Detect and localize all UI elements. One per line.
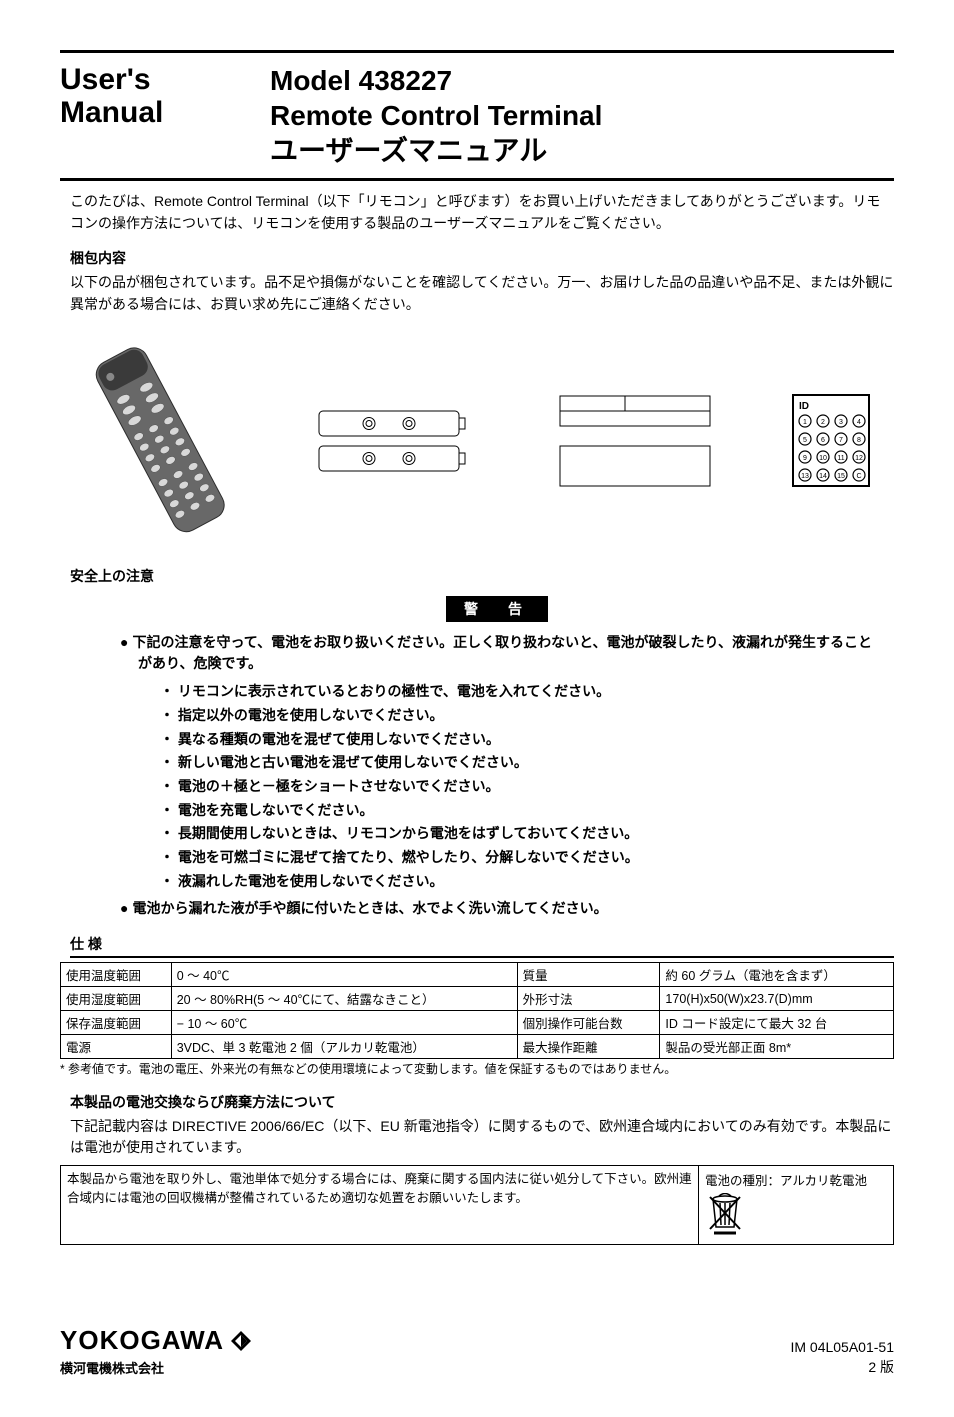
spec-cell: 個別操作可能台数 (517, 1011, 660, 1035)
svg-text:C: C (856, 473, 861, 480)
product-line: Remote Control Terminal (270, 98, 602, 133)
svg-text:8: 8 (857, 437, 861, 444)
product-line-jp: ユーザーズマニュアル (270, 133, 602, 168)
spec-cell: ID コード設定にて最大 32 台 (660, 1011, 894, 1035)
spec-cell: − 10 ～ 60℃ (171, 1011, 517, 1035)
footer-right: IM 04L05A01-51 2 版 (790, 1338, 894, 1377)
package-heading: 梱包内容 (70, 248, 894, 268)
package-text: 以下の品が梱包されています。品不足や損傷がないことを確認してください。万一、お届… (70, 272, 894, 315)
spec-cell: 最大操作距離 (517, 1035, 660, 1059)
warning-item: リモコンに表示されているとおりの極性で、電池を入れてください。 (120, 681, 874, 703)
brand-name: YOKOGAWA (60, 1325, 224, 1356)
svg-text:ID: ID (799, 401, 809, 412)
disposal-heading: 本製品の電池交換ならび廃棄方法について (70, 1092, 894, 1112)
svg-text:7: 7 (839, 437, 843, 444)
brand-logo: YOKOGAWA (60, 1325, 252, 1356)
warning-badge-label: 警 告 (446, 596, 548, 622)
spec-cell: 使用湿度範囲 (61, 987, 172, 1011)
spec-cell: 0 ～ 40℃ (171, 963, 517, 987)
table-row: 保存温度範囲 − 10 ～ 60℃ 個別操作可能台数 ID コード設定にて最大 … (61, 1011, 894, 1035)
svg-text:3: 3 (839, 419, 843, 426)
spec-cell: 保存温度範囲 (61, 1011, 172, 1035)
paper-slip-icon (555, 391, 715, 491)
svg-text:15: 15 (837, 473, 845, 480)
svg-text:13: 13 (801, 473, 809, 480)
svg-text:1: 1 (803, 419, 807, 426)
svg-text:2: 2 (821, 419, 825, 426)
directive-block: 本製品から電池を取り外し、電池単体で処分する場合には、廃棄に関する国内法に従い処… (60, 1165, 894, 1245)
svg-text:4: 4 (857, 419, 861, 426)
svg-text:5: 5 (803, 437, 807, 444)
warning-head-2: 電池から漏れた液が手や顔に付いたときは、水でよく洗い流してください。 (120, 898, 874, 920)
svg-text:10: 10 (819, 455, 827, 462)
users-label: User's (60, 63, 230, 96)
brand-diamond-icon (230, 1330, 252, 1352)
spec-cell: 電源 (61, 1035, 172, 1059)
safety-heading: 安全上の注意 (70, 566, 894, 586)
directive-right: 電池の種別：アルカリ乾電池 (699, 1165, 894, 1245)
warning-item: 電池を可燃ゴミに混ぜて捨てたり、燃やしたり、分解しないでください。 (120, 847, 874, 869)
warning-head-1: 下記の注意を守って、電池をお取り扱いください。正しく取り扱わないと、電池が破裂し… (120, 632, 874, 675)
spec-cell: 質量 (517, 963, 660, 987)
footer-left: YOKOGAWA 横河電機株式会社 (60, 1325, 252, 1377)
company-name: 横河電機株式会社 (60, 1358, 252, 1377)
batteries-icon (309, 401, 479, 481)
warning-block: 警 告 下記の注意を守って、電池をお取り扱いください。正しく取り扱わないと、電池… (120, 596, 894, 920)
spec-cell: 3VDC、単 3 乾電池 2 個（アルカリ乾電池） (171, 1035, 517, 1059)
warning-badge: 警 告 (120, 596, 874, 622)
svg-text:11: 11 (837, 455, 844, 462)
svg-text:9: 9 (803, 455, 807, 462)
table-row: 使用温度範囲 0 ～ 40℃ 質量 約 60 グラム（電池を含まず） (61, 963, 894, 987)
spec-note: * 参考値です。電池の電圧、外来光の有無などの使用環境によって変動します。値を保… (60, 1061, 894, 1078)
warning-item: 新しい電池と古い電池を混ぜて使用しないでください。 (120, 752, 874, 774)
warning-item: 長期間使用しないときは、リモコンから電池をはずしておいてください。 (120, 823, 874, 845)
spec-cell: 20 ～ 80%RH(5 ～ 40℃にて、結露なきこと） (171, 987, 517, 1011)
battery-type-label: 電池の種別：アルカリ乾電池 (705, 1170, 887, 1189)
spec-cell: 使用温度範囲 (61, 963, 172, 987)
spec-cell: 製品の受光部正面 8m* (660, 1035, 894, 1059)
id-card-icon: ID 1234 5678 9101112 131415C (791, 393, 871, 488)
svg-text:6: 6 (821, 437, 825, 444)
spec-cell: 170(H)x50(W)x23.7(D)mm (660, 987, 894, 1011)
warning-item: 指定以外の電池を使用しないでください。 (120, 705, 874, 727)
spec-cell: 約 60 グラム（電池を含まず） (660, 963, 894, 987)
warning-item: 電池を充電しないでください。 (120, 800, 874, 822)
package-images: ID 1234 5678 9101112 131415C (60, 336, 894, 546)
intro-text: このたびは、Remote Control Terminal（以下「リモコン」と呼… (70, 191, 894, 234)
header-left: User's Manual (60, 63, 270, 129)
doc-number: IM 04L05A01-51 (790, 1338, 894, 1358)
rule-header-bottom (60, 178, 894, 181)
spec-table: 使用温度範囲 0 ～ 40℃ 質量 約 60 グラム（電池を含まず） 使用湿度範… (60, 962, 894, 1059)
disposal-text: 下記記載内容は DIRECTIVE 2006/66/EC（以下、EU 新電池指令… (70, 1116, 894, 1159)
svg-text:14: 14 (819, 473, 827, 480)
spec-heading: 仕 様 (70, 934, 894, 958)
warning-list: 下記の注意を守って、電池をお取り扱いください。正しく取り扱わないと、電池が破裂し… (120, 632, 874, 920)
footer: YOKOGAWA 横河電機株式会社 IM 04L05A01-51 2 版 (60, 1325, 894, 1377)
svg-text:12: 12 (855, 455, 863, 462)
table-row: 使用湿度範囲 20 ～ 80%RH(5 ～ 40℃にて、結露なきこと） 外形寸法… (61, 987, 894, 1011)
doc-edition: 2 版 (790, 1358, 894, 1378)
model-line: Model 438227 (270, 63, 602, 98)
manual-label: Manual (60, 96, 230, 129)
header: User's Manual Model 438227 Remote Contro… (60, 53, 894, 178)
crossed-bin-icon (705, 1193, 745, 1237)
warning-item: 液漏れした電池を使用しないでください。 (120, 871, 874, 893)
table-row: 電源 3VDC、単 3 乾電池 2 個（アルカリ乾電池） 最大操作距離 製品の受… (61, 1035, 894, 1059)
remote-control-icon (83, 336, 233, 546)
header-right: Model 438227 Remote Control Terminal ユーザ… (270, 63, 602, 168)
warning-item: 電池の＋極と－極をショートさせないでください。 (120, 776, 874, 798)
spec-cell: 外形寸法 (517, 987, 660, 1011)
warning-item: 異なる種類の電池を混ぜて使用しないでください。 (120, 729, 874, 751)
directive-left: 本製品から電池を取り外し、電池単体で処分する場合には、廃棄に関する国内法に従い処… (60, 1165, 699, 1245)
